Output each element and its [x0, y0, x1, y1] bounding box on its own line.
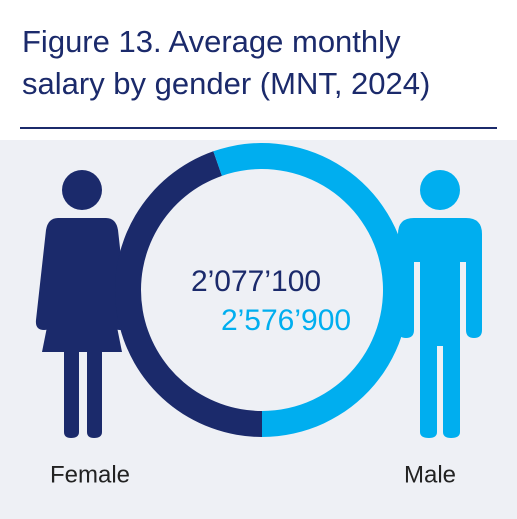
female-icon	[35, 170, 129, 438]
male-icon	[398, 170, 482, 438]
category-label: Male	[404, 461, 456, 488]
chart-title: Figure 13. Average monthly	[22, 24, 401, 59]
donut-segment	[114, 151, 262, 437]
category-label: Female	[50, 461, 130, 488]
value-label: 2’576’900	[221, 304, 351, 337]
chart-title: salary by gender (MNT, 2024)	[22, 66, 430, 101]
donut-segment	[213, 142, 409, 437]
value-label: 2’077’100	[191, 265, 321, 298]
